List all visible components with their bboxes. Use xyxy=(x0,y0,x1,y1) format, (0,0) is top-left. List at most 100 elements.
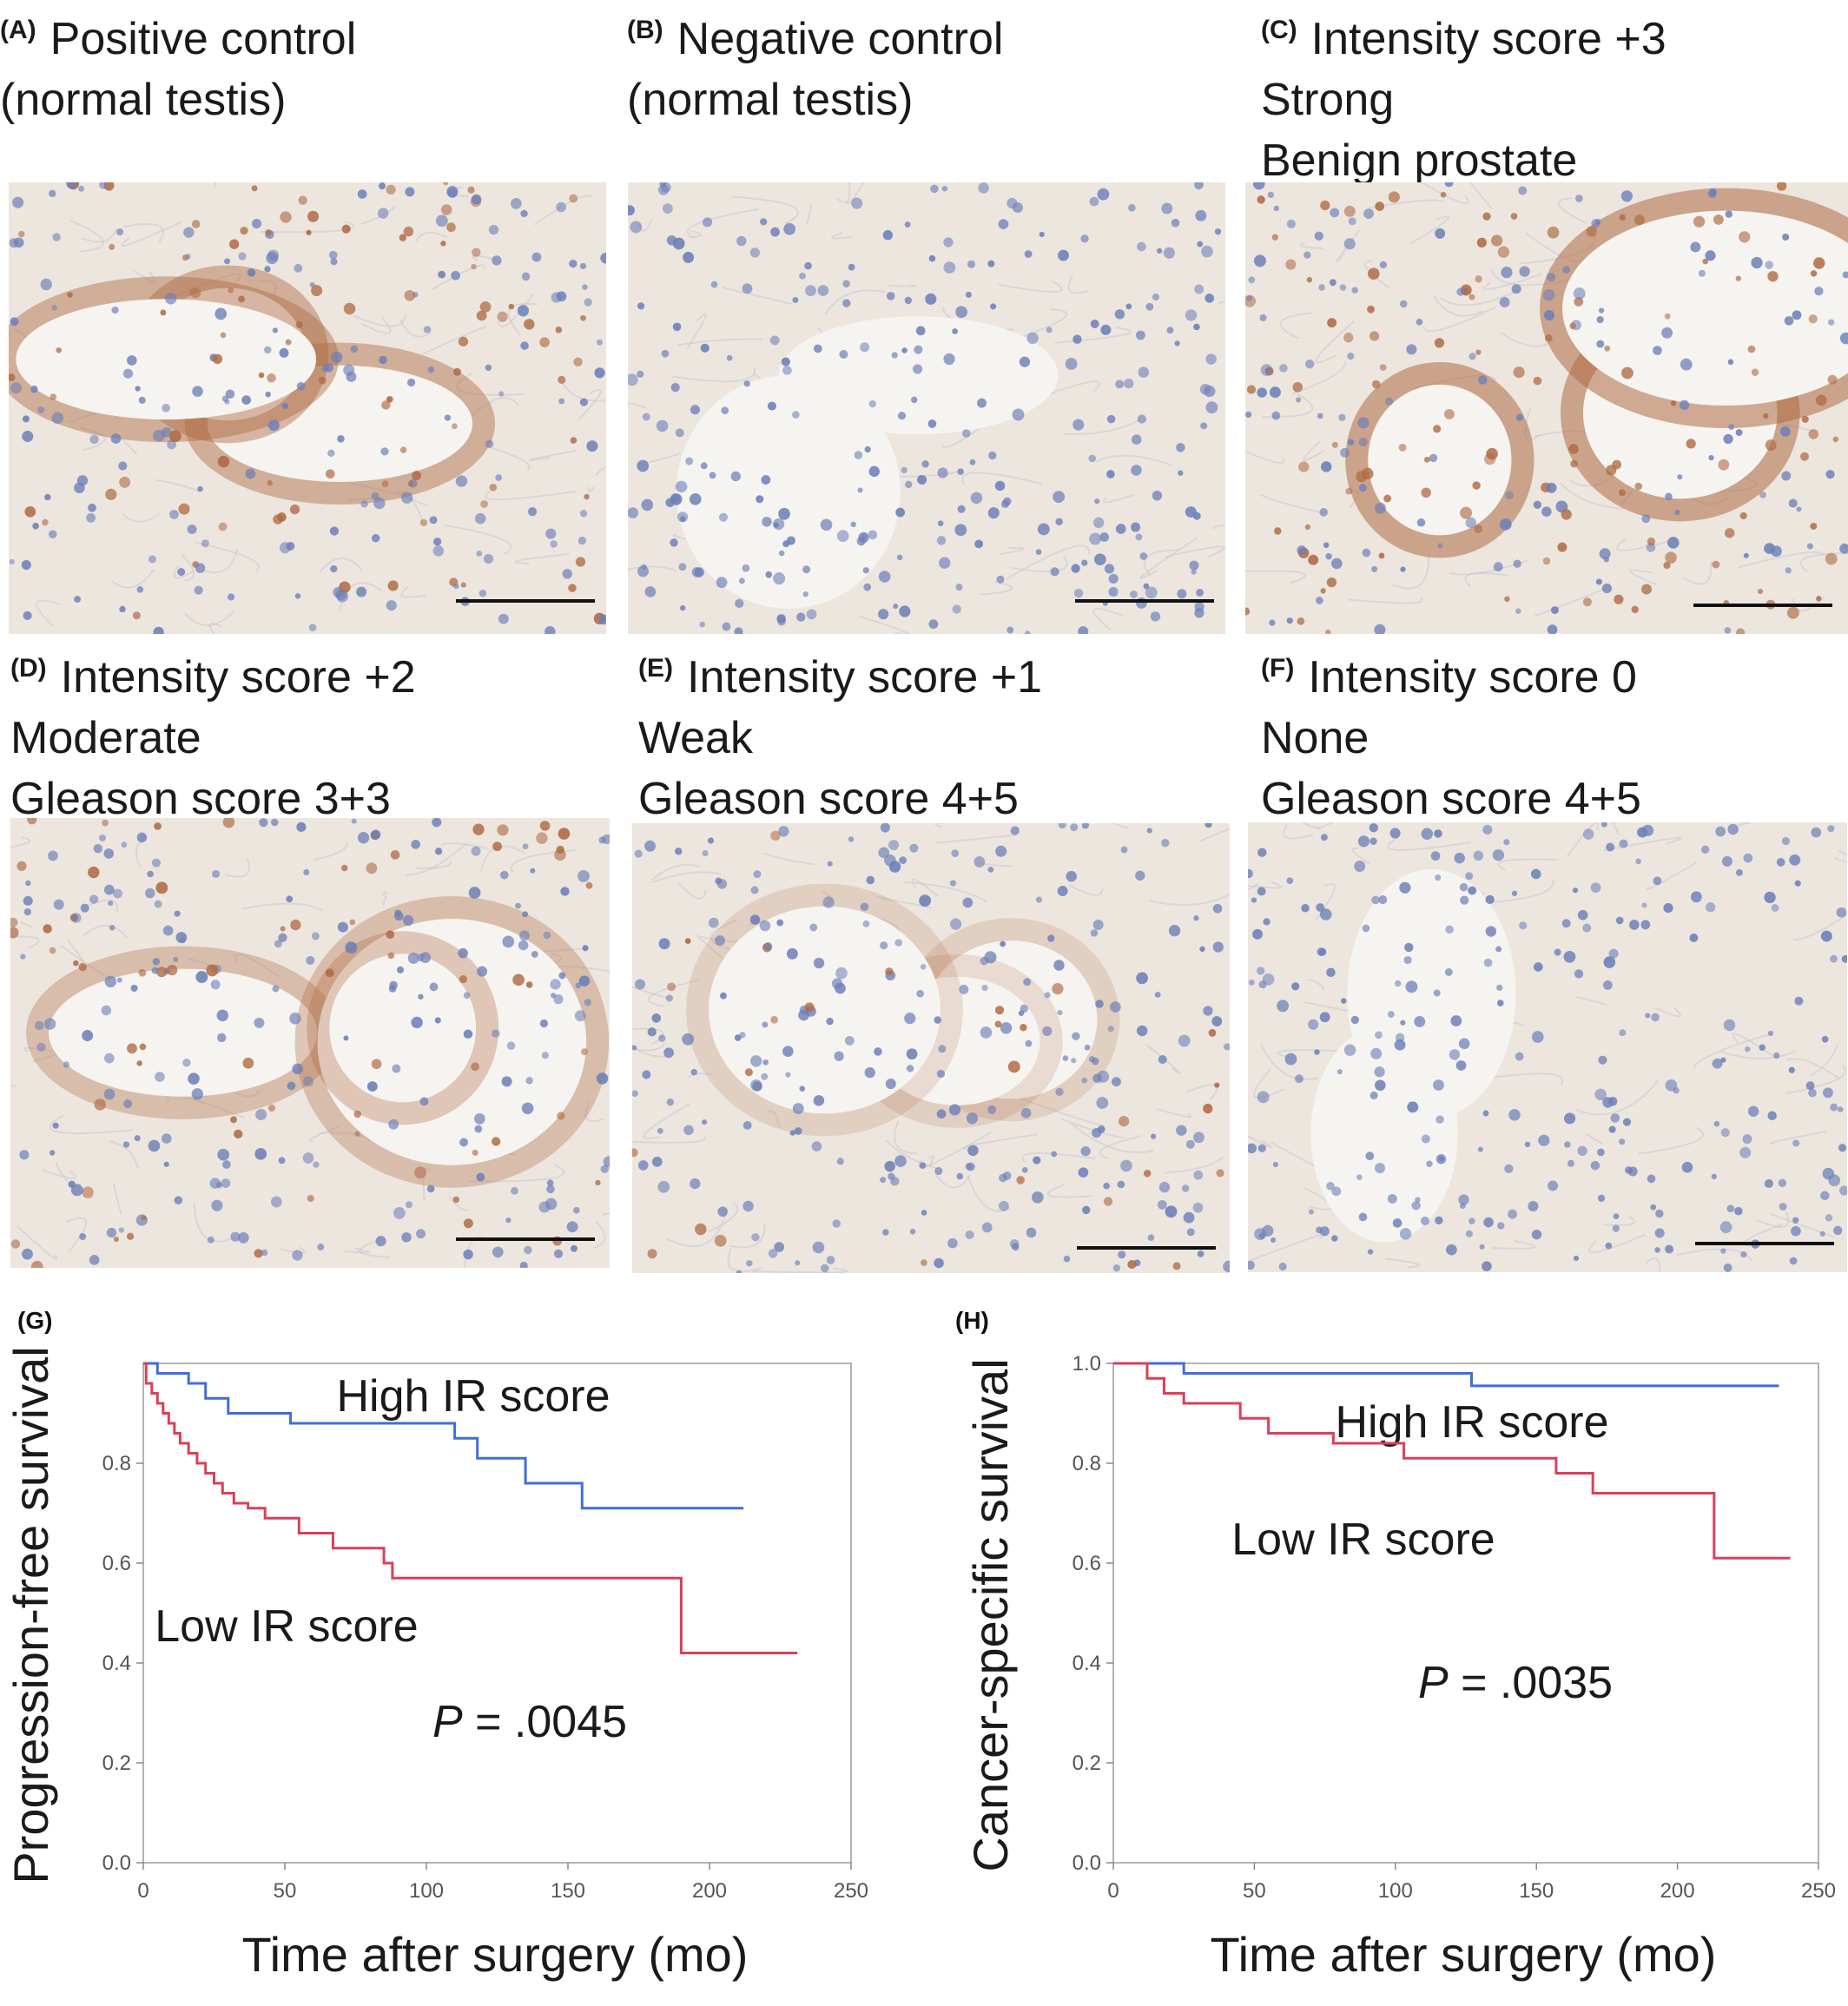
panel-caption-line: Weak xyxy=(638,708,1042,769)
survival-curve-low xyxy=(143,1362,798,1654)
p-value-symbol: P xyxy=(1418,1658,1449,1708)
panel-caption-3: (C) Intensity score +3 Strong Benign prosta… xyxy=(1261,0,1666,191)
panel-caption-text: Gleason score 4+5 xyxy=(1261,774,1641,824)
scale-bar xyxy=(1693,604,1832,607)
panel-caption-1: (A) Positive control (normal testis) xyxy=(0,0,356,130)
panel-caption-line: (D) Intensity score +2 xyxy=(10,638,416,708)
x-tick-label: 200 xyxy=(1660,1879,1695,1903)
panel-caption-text: Intensity score +1 xyxy=(687,652,1042,703)
x-tick-label: 250 xyxy=(1801,1879,1836,1903)
y-axis-label: Cancer-specific survival xyxy=(963,1358,1018,1871)
panel-caption-text: (normal testis) xyxy=(0,75,287,125)
x-tick-label: 150 xyxy=(1519,1879,1554,1903)
chart-panel-tag: (G) xyxy=(17,1307,52,1334)
panel-caption-text: Moderate xyxy=(10,713,201,763)
panel-tag: (B) xyxy=(627,16,663,44)
panel-caption-2: (B) Negative control (normal testis) xyxy=(627,0,1003,130)
panel-caption-line: (E) Intensity score +1 xyxy=(638,638,1042,708)
chart-h: (H) 0 50 100 150 200 250 0.0 0.2 0.4 0.6 0.8 1.0 Canc… xyxy=(947,1303,1848,2002)
panel-caption-text: Intensity score +2 xyxy=(60,652,416,703)
panel-caption-line: (normal testis) xyxy=(627,69,1003,130)
panel-caption-line: Benign prostate xyxy=(1261,130,1666,191)
panel-caption-line: Moderate xyxy=(10,708,416,769)
p-value-text: = .0035 xyxy=(1449,1658,1613,1708)
panel-caption-text: Intensity score 0 xyxy=(1308,652,1637,703)
y-tick-label: 0.8 xyxy=(1072,1452,1101,1475)
survival-curve-high xyxy=(1113,1362,1779,1388)
chart-g-svg: (G) 0 50 100 150 200 250 0.0 0.2 0.4 0.6 0.8 Progres… xyxy=(3,1307,868,1982)
panel-caption-text: (normal testis) xyxy=(627,75,914,125)
x-tick-label: 150 xyxy=(551,1879,585,1903)
y-tick-label: 1.0 xyxy=(1072,1352,1101,1376)
micrograph-image xyxy=(1245,182,1848,634)
panel-caption-line: (A) Positive control xyxy=(0,0,356,69)
panel-tag: (F) xyxy=(1261,654,1295,683)
p-value-symbol: P xyxy=(432,1697,463,1747)
panel-tag: (D) xyxy=(10,654,47,683)
scale-bar xyxy=(456,1237,595,1241)
chart-h-svg: (H) 0 50 100 150 200 250 0.0 0.2 0.4 0.6 0.8 1.0 Canc… xyxy=(955,1307,1836,1982)
panel-caption-text: Negative control xyxy=(676,14,1004,64)
panel-caption-5: (E) Intensity score +1 Weak Gleason score 4… xyxy=(638,638,1042,829)
y-tick-label: 0.6 xyxy=(1072,1552,1101,1575)
series-label-high: High IR score xyxy=(337,1371,610,1422)
panel-caption-text: Benign prostate xyxy=(1261,135,1578,186)
p-value-annotation: P = .0045 xyxy=(432,1697,627,1747)
panel-caption-line: Gleason score 3+3 xyxy=(10,769,416,829)
plot-frame xyxy=(142,1363,852,1864)
panel-caption-text: Intensity score +3 xyxy=(1310,14,1666,64)
panel-caption-line: (B) Negative control xyxy=(627,0,1003,69)
scale-bar xyxy=(456,599,595,603)
series-label-low: Low IR score xyxy=(1231,1514,1495,1565)
y-tick-label: 0.8 xyxy=(102,1452,131,1475)
p-value-annotation: P = .0035 xyxy=(1418,1658,1613,1708)
micrograph-image xyxy=(628,182,1225,634)
panel-caption-text: Gleason score 3+3 xyxy=(10,774,391,824)
chart-panel-tag: (H) xyxy=(955,1307,989,1334)
panel-caption-line: (normal testis) xyxy=(0,69,356,130)
panel-caption-text: Gleason score 4+5 xyxy=(638,774,1019,824)
x-tick-label: 250 xyxy=(834,1879,868,1903)
panel-tag: (C) xyxy=(1261,16,1297,44)
y-tick-label: 0.4 xyxy=(1072,1652,1101,1675)
panel-caption-4: (D) Intensity score +2 Moderate Gleason sco… xyxy=(10,638,416,829)
y-tick-label: 0.2 xyxy=(1072,1752,1101,1775)
y-tick-label: 0.0 xyxy=(102,1851,131,1875)
panel-caption-line: Gleason score 4+5 xyxy=(1261,769,1641,829)
y-tick-label: 0.6 xyxy=(102,1552,131,1575)
panel-caption-line: (F) Intensity score 0 xyxy=(1261,638,1641,708)
survival-curve-low xyxy=(1113,1362,1791,1560)
panel-tag: (A) xyxy=(0,16,36,44)
survival-curve-high xyxy=(143,1362,744,1510)
x-tick-label: 0 xyxy=(1107,1879,1119,1903)
panel-caption-line: (C) Intensity score +3 xyxy=(1261,0,1666,69)
panel-caption-text: Positive control xyxy=(50,14,357,64)
x-tick-label: 100 xyxy=(1378,1879,1413,1903)
scale-bar xyxy=(1695,1242,1834,1245)
scale-bar xyxy=(1077,1246,1216,1250)
panel-caption-text: None xyxy=(1261,713,1370,763)
x-axis-label: Time after surgery (mo) xyxy=(242,1927,749,1982)
y-tick-label: 0.4 xyxy=(102,1652,131,1675)
chart-g: (G) 0 50 100 150 200 250 0.0 0.2 0.4 0.6 0.8 Progres… xyxy=(0,1303,929,2002)
panel-caption-text: Weak xyxy=(638,713,753,763)
x-tick-label: 200 xyxy=(692,1879,727,1903)
micrograph-image xyxy=(10,818,610,1268)
micrograph-image xyxy=(9,182,606,634)
y-axis-label: Progression-free survival xyxy=(3,1346,58,1884)
plot-frame xyxy=(1112,1363,1819,1864)
x-axis-label: Time after surgery (mo) xyxy=(1211,1927,1717,1982)
scale-bar xyxy=(1075,599,1214,603)
x-tick-label: 100 xyxy=(409,1879,444,1903)
series-label-low: Low IR score xyxy=(155,1601,418,1652)
x-tick-label: 50 xyxy=(1243,1879,1266,1903)
p-value-text: = .0045 xyxy=(463,1697,627,1747)
panel-caption-6: (F) Intensity score 0 None Gleason score 4+… xyxy=(1261,638,1641,829)
x-tick-label: 50 xyxy=(274,1879,297,1903)
x-tick-label: 0 xyxy=(137,1879,148,1903)
panel-caption-line: Strong xyxy=(1261,69,1666,130)
y-tick-label: 0.0 xyxy=(1072,1851,1101,1875)
panel-tag: (E) xyxy=(638,654,673,683)
y-tick-label: 0.2 xyxy=(102,1752,131,1775)
micrograph-image xyxy=(632,823,1230,1273)
